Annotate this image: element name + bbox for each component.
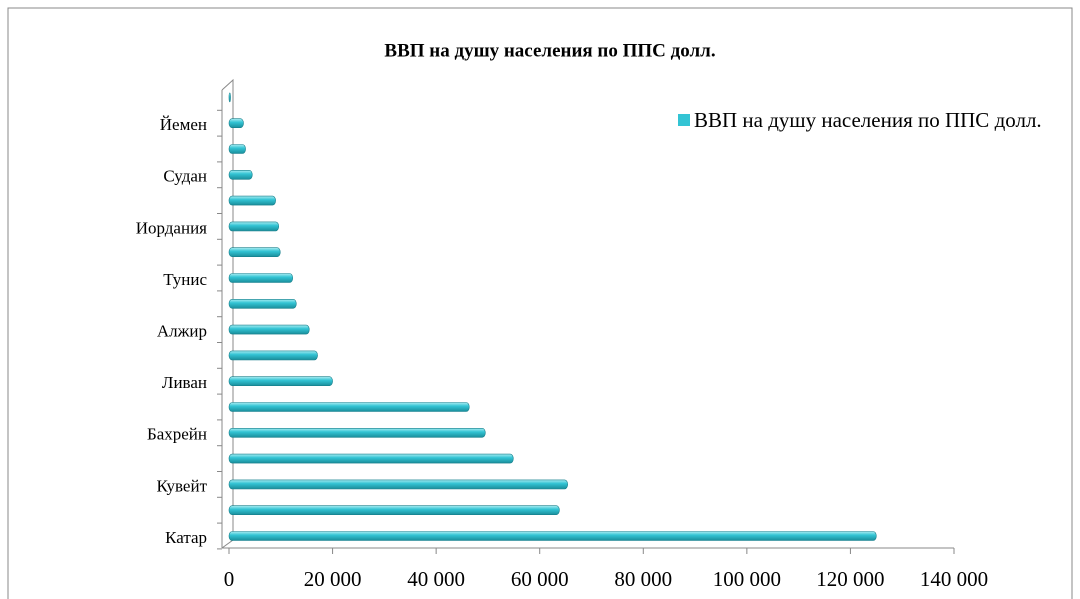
x-tick-label: 20 000 bbox=[304, 567, 362, 591]
bar bbox=[228, 324, 310, 335]
x-tick-label: 40 000 bbox=[407, 567, 465, 591]
bar bbox=[228, 505, 560, 516]
bar bbox=[228, 118, 244, 128]
bar bbox=[228, 92, 231, 103]
bar bbox=[228, 427, 486, 438]
y-tick-label: Судан bbox=[163, 167, 207, 186]
y-tick-label: Тунис bbox=[163, 270, 207, 289]
bar bbox=[228, 453, 514, 464]
bar bbox=[228, 195, 276, 206]
bar bbox=[228, 221, 279, 232]
y-tick-label: Ливан bbox=[162, 373, 207, 392]
y-tick-label: Йемен bbox=[160, 115, 207, 134]
bar bbox=[228, 376, 333, 387]
chart-title: ВВП на душу населения по ППС долл. bbox=[384, 40, 715, 61]
y-tick-label: Катар bbox=[165, 528, 207, 547]
bar bbox=[228, 170, 253, 180]
x-tick-label: 80 000 bbox=[614, 567, 672, 591]
bar bbox=[228, 350, 318, 361]
y-tick-label: Иордания bbox=[136, 218, 207, 237]
bar bbox=[228, 247, 281, 257]
bar bbox=[228, 144, 246, 154]
legend: ВВП на душу населения по ППС долл. bbox=[678, 106, 1078, 135]
bar bbox=[228, 531, 877, 541]
side-wall bbox=[221, 78, 234, 549]
bar bbox=[228, 479, 568, 490]
bar bbox=[228, 273, 293, 283]
x-tick-label: 120 000 bbox=[816, 567, 884, 591]
bar bbox=[228, 298, 297, 309]
x-tick-label: 140 000 bbox=[920, 567, 988, 591]
x-tick-label: 60 000 bbox=[511, 567, 569, 591]
x-tick-label: 100 000 bbox=[713, 567, 781, 591]
legend-label: ВВП на душу населения по ППС долл. bbox=[694, 108, 1042, 132]
y-tick-label: Алжир bbox=[157, 322, 207, 341]
y-tick-label: Бахрейн bbox=[147, 425, 207, 444]
y-tick-label: Кувейт bbox=[156, 476, 207, 495]
x-tick-label: 0 bbox=[224, 567, 235, 591]
legend-swatch bbox=[678, 114, 690, 126]
frame bbox=[7, 7, 1073, 599]
bar bbox=[228, 402, 470, 412]
